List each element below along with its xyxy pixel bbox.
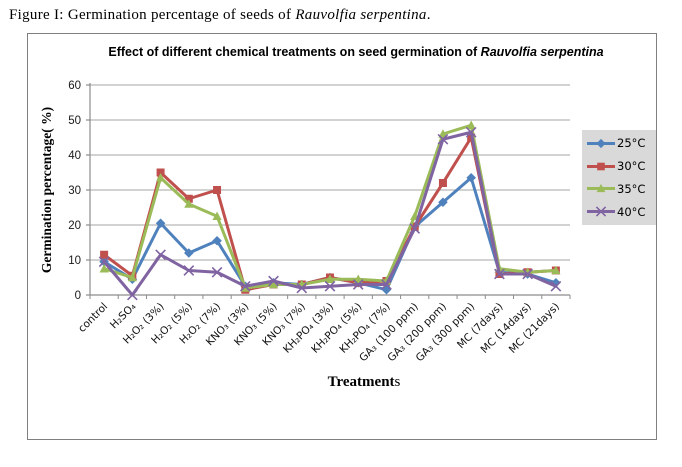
chart-title-species: Rauvolfia serpentina (480, 45, 604, 59)
svg-text:control: control (76, 301, 110, 335)
x-axis-title-tail: s (394, 374, 401, 390)
svg-text:50: 50 (68, 115, 81, 127)
legend-label: 35°C (617, 181, 646, 196)
svg-text:20: 20 (68, 220, 81, 232)
diamond-marker-icon (587, 138, 615, 148)
axis-ticks (86, 84, 571, 299)
svg-text:0: 0 (75, 290, 81, 302)
figure-caption-suffix: . (426, 7, 431, 23)
svg-text:MC (21days): MC (21days) (507, 301, 562, 356)
legend-item-40c: 40°C (586, 205, 656, 219)
series-40c (98, 126, 562, 301)
legend-item-25c: 25°C (586, 136, 656, 150)
square-marker-icon (587, 162, 615, 170)
x-axis-title-bold: Treatment (327, 374, 395, 390)
series-35c (99, 120, 561, 292)
y-tick-labels: 0 10 20 30 40 50 60 (68, 80, 81, 302)
svg-text:10: 10 (68, 255, 81, 267)
chart-title-prefix: Effect of different chemical treatments … (108, 45, 481, 59)
svg-text:30: 30 (68, 185, 81, 197)
legend-label: 25°C (617, 136, 646, 151)
legend-label: 40°C (617, 204, 646, 219)
svg-text:60: 60 (68, 80, 81, 92)
svg-text:40: 40 (68, 150, 81, 162)
legend-item-30c: 30°C (586, 159, 656, 173)
x-axis-title: Treatments (50, 374, 678, 391)
x-marker-icon (587, 206, 615, 217)
legend-item-35c: 35°C (586, 182, 656, 196)
legend: 25°C 30°C 35°C 40°C (582, 130, 656, 225)
chart-title: Effect of different chemical treatments … (42, 45, 670, 59)
series-30c (100, 133, 560, 294)
chart-frame: Effect of different chemical treatments … (27, 33, 657, 440)
figure-caption-prefix: Figure I: Germination percentage of seed… (9, 7, 296, 23)
triangle-marker-icon (587, 184, 615, 193)
figure-caption-species: Rauvolfia serpentina (295, 7, 427, 23)
legend-label: 30°C (617, 159, 646, 174)
figure-caption: Figure I: Germination percentage of seed… (9, 7, 431, 24)
